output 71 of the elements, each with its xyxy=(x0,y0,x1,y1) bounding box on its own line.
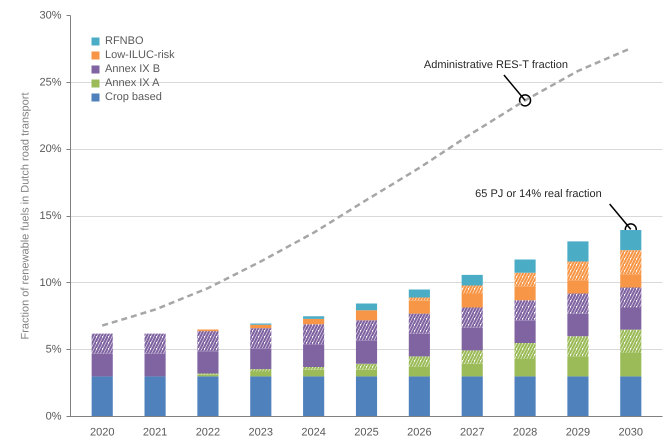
y-axis-title: Fraction of renewable fuels in Dutch road transport xyxy=(19,92,32,340)
bar xyxy=(356,370,378,376)
bar xyxy=(408,366,430,376)
x-tick-label: 2026 xyxy=(407,426,432,438)
x-tick-label: 2024 xyxy=(301,426,326,438)
bar xyxy=(356,304,378,310)
bar xyxy=(462,376,483,416)
bar xyxy=(197,351,218,374)
bar xyxy=(408,300,430,314)
bar xyxy=(144,376,166,416)
y-tick-label: 5% xyxy=(46,344,62,356)
x-tick-label: 2025 xyxy=(354,426,379,438)
x-tick-label: 2021 xyxy=(142,426,168,438)
legend-label: Low-ILUC-risk xyxy=(105,49,175,61)
bar xyxy=(620,308,642,330)
x-tick-label: 2029 xyxy=(566,426,590,438)
bar xyxy=(408,290,430,298)
bar xyxy=(462,274,483,286)
legend-label: RFNBO xyxy=(105,35,144,47)
bar xyxy=(303,376,324,416)
legend-label: Annex IX A xyxy=(105,77,160,89)
x-tick-label: 2030 xyxy=(618,426,644,438)
bar xyxy=(303,318,324,324)
bar xyxy=(567,280,588,294)
bar xyxy=(197,376,218,416)
bar xyxy=(620,376,642,416)
y-tick-label: 25% xyxy=(39,76,62,88)
bar xyxy=(303,316,324,319)
bar xyxy=(567,376,588,416)
bar xyxy=(356,310,378,320)
bar xyxy=(620,274,642,288)
bar xyxy=(250,324,272,328)
y-tick-label: 30% xyxy=(39,10,62,22)
bar xyxy=(462,328,483,350)
bar xyxy=(514,320,536,343)
y-tick-label: 20% xyxy=(39,143,62,156)
bar xyxy=(462,294,483,308)
bar xyxy=(408,376,430,416)
bar xyxy=(462,364,483,376)
bar xyxy=(250,371,272,376)
bar xyxy=(303,370,324,376)
bar xyxy=(356,376,378,416)
y-tick-label: 10% xyxy=(39,276,62,289)
bar xyxy=(567,241,588,262)
bar xyxy=(620,353,642,376)
bar xyxy=(144,354,166,376)
legend-label: Crop based xyxy=(105,91,162,103)
x-tick-label: 2020 xyxy=(90,426,114,438)
bar xyxy=(408,334,430,356)
annotation: Administrative RES-T fraction xyxy=(424,58,568,71)
bar xyxy=(250,348,272,370)
bar xyxy=(250,376,272,416)
x-tick-label: 2022 xyxy=(196,426,220,438)
bar xyxy=(514,376,536,416)
y-tick-label: 0% xyxy=(46,410,62,422)
bar xyxy=(567,314,588,336)
bar xyxy=(620,230,642,250)
bar xyxy=(356,340,378,364)
bar xyxy=(514,259,536,273)
bar xyxy=(92,354,113,376)
bar xyxy=(514,286,536,300)
annotation: 65 PJ or 14% real fraction xyxy=(475,188,602,200)
x-tick-label: 2028 xyxy=(512,426,538,438)
y-tick-label: 15% xyxy=(39,210,62,222)
bar xyxy=(567,356,588,376)
bar xyxy=(514,359,536,376)
x-tick-label: 2023 xyxy=(248,426,274,438)
x-tick-label: 2027 xyxy=(460,426,484,438)
legend-label: Annex IX B xyxy=(105,63,160,75)
bar xyxy=(92,376,113,416)
bar xyxy=(303,344,324,368)
